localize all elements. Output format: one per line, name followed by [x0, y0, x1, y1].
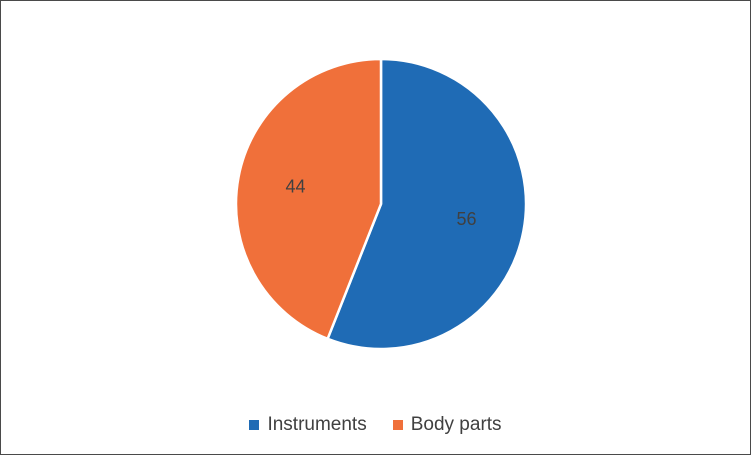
- data-label-body-parts: 44: [286, 176, 306, 196]
- legend-swatch-body-parts: [392, 420, 403, 430]
- pie-data-labels: 56 44: [286, 176, 477, 229]
- legend-item-instruments[interactable]: Instruments: [249, 414, 367, 436]
- legend: Instruments Body parts: [0, 414, 751, 436]
- pie-slice-body-parts[interactable]: [234, 57, 383, 341]
- data-label-instruments: 56: [456, 209, 476, 229]
- legend-item-body-parts[interactable]: Body parts: [392, 414, 502, 436]
- pie-slice-instruments[interactable]: [326, 57, 528, 351]
- legend-label-body-parts: Body parts: [410, 414, 502, 435]
- pie-slices: [234, 57, 528, 351]
- legend-swatch-instruments: [249, 420, 260, 430]
- legend-label-instruments: Instruments: [267, 414, 367, 435]
